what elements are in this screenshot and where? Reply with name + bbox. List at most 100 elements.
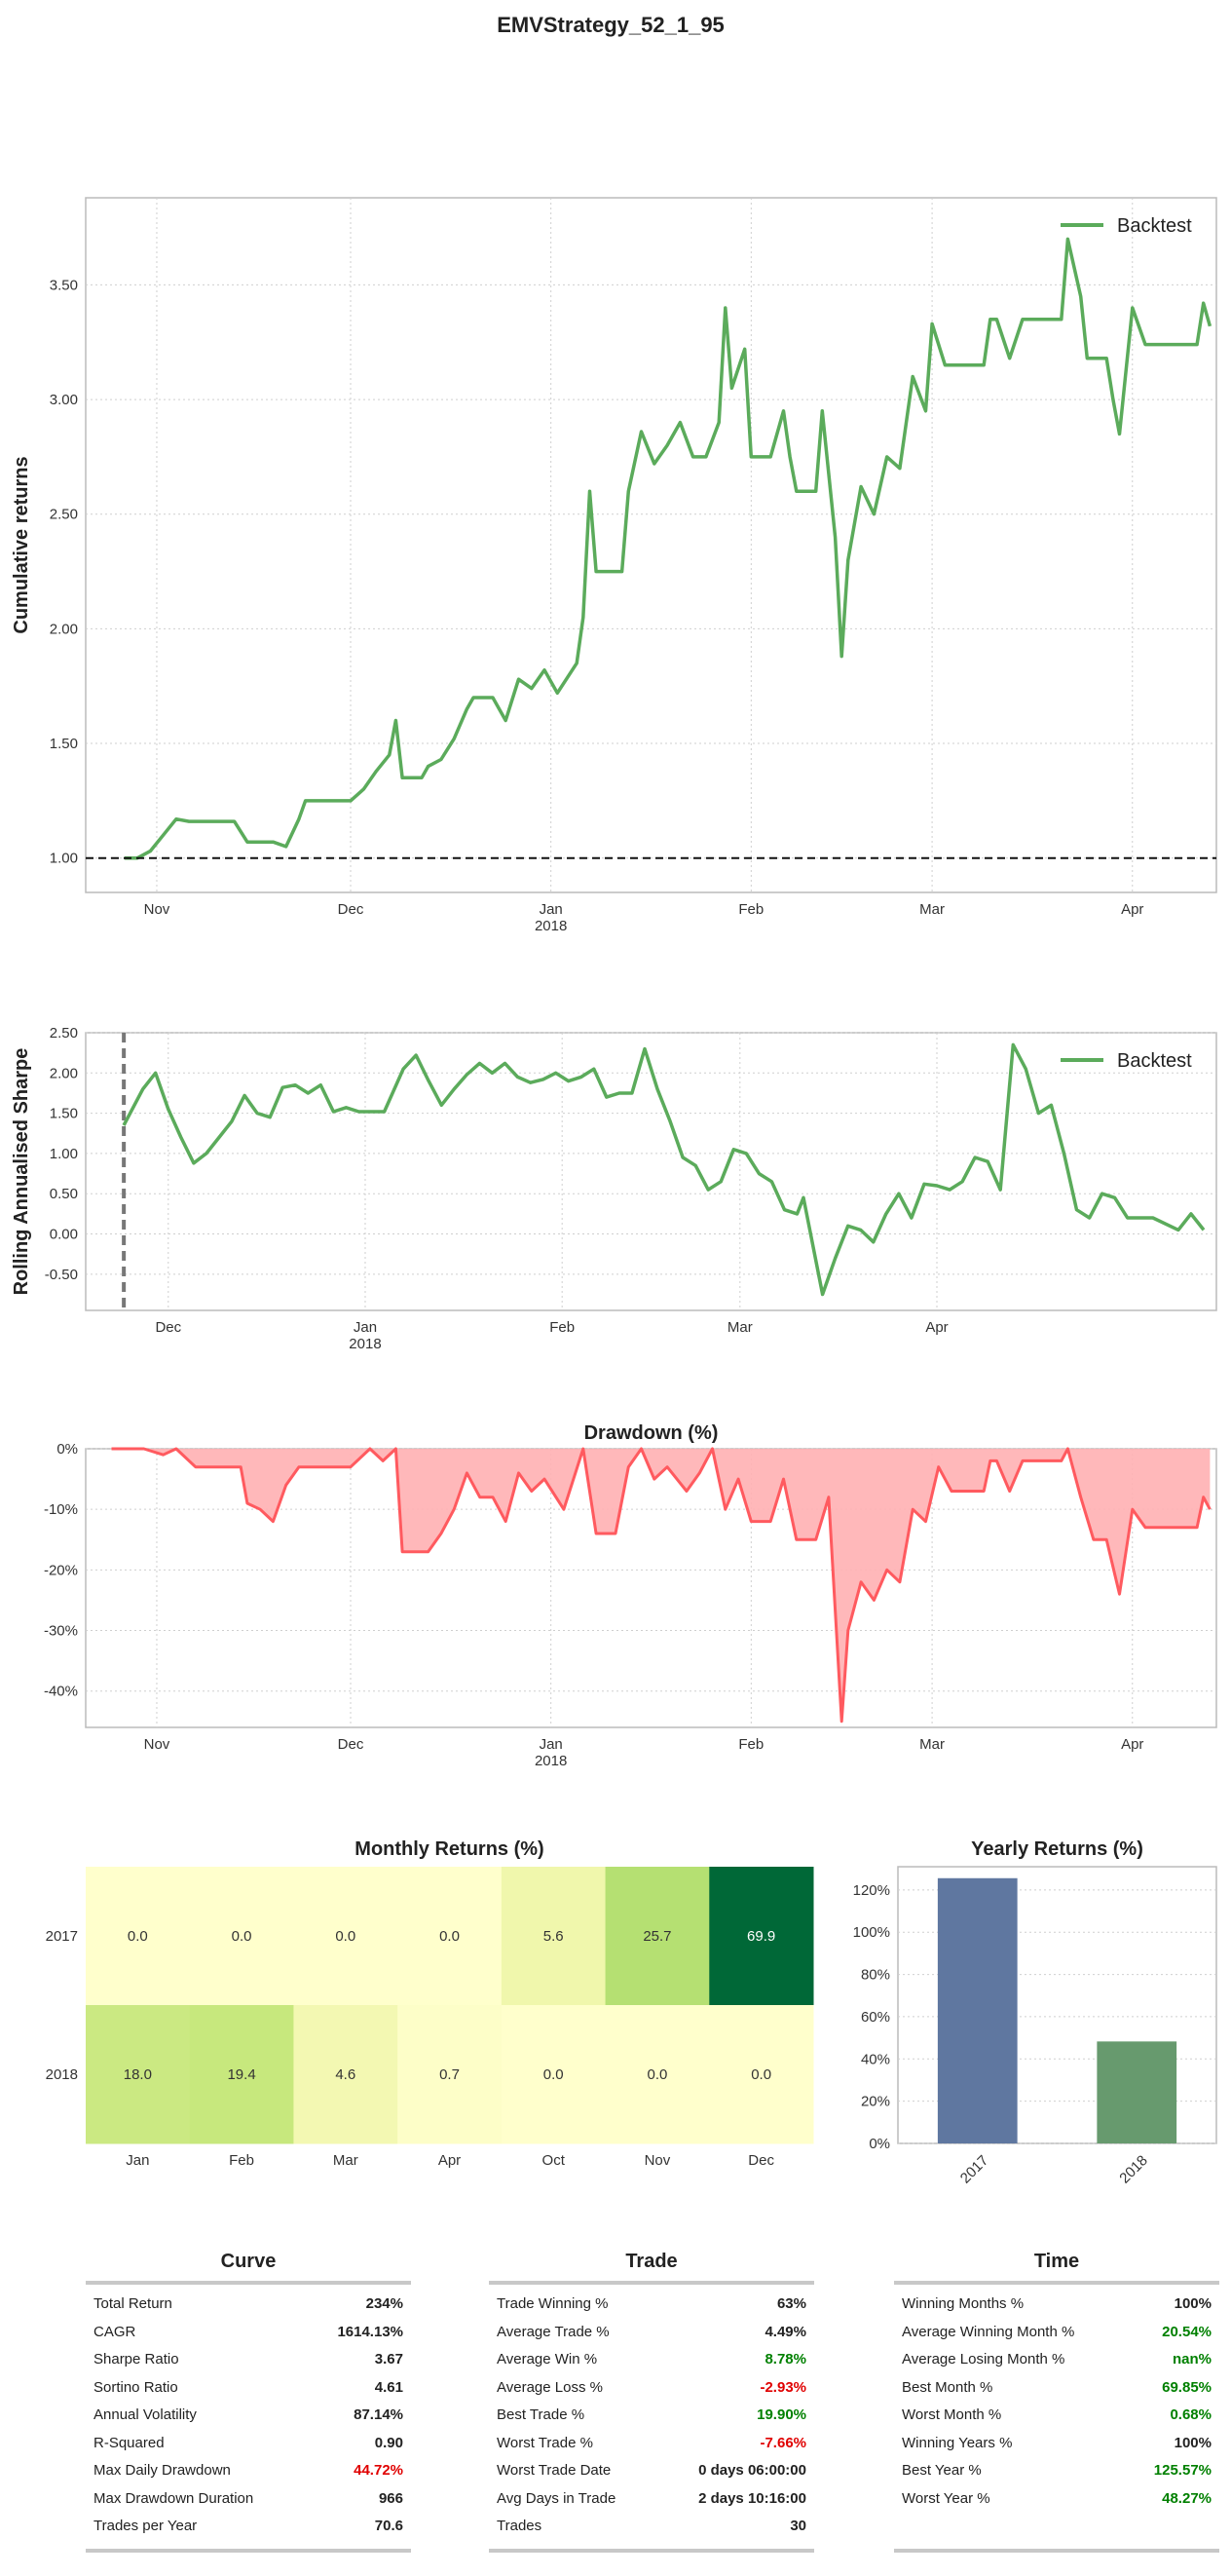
stats-row: Max Daily Drawdown 44.72% [86,2457,411,2485]
stats-label: Trades per Year [93,2518,198,2534]
rolling_sharpe-y-tick: 0.00 [50,1227,78,1243]
stats-trade-title: Trade [625,2251,678,2272]
stats-value: 69.85% [1162,2378,1212,2396]
stats-row: Worst Year % 48.27% [894,2485,1219,2514]
stats-row: Best Year % 125.57% [894,2457,1219,2485]
stats-curve-title: Curve [220,2251,277,2272]
yearly-y-tick: 0% [869,2136,890,2152]
stats-row: Trade Winning % 63% [489,2291,814,2319]
stats-row: Best Month % 69.85% [894,2374,1219,2403]
stats-row: Worst Trade Date 0 days 06:00:00 [489,2457,814,2485]
stats-value: 1614.13% [337,2323,403,2340]
monthly-cell-label: 0.0 [335,1928,355,1945]
cumulative-series-line [124,237,1212,860]
stats-curve-bottom-rule [86,2548,411,2553]
stats-row: Annual Volatility 87.14% [86,2402,411,2430]
cumulative-x-tick-year: 2018 [535,918,567,934]
yearly-bar-2018 [1097,2041,1177,2143]
stats-value: 2 days 10:16:00 [698,2489,806,2507]
stats-row: Winning Years % 100% [894,2430,1219,2458]
drawdown-y-tick: 0% [56,1441,78,1458]
stats-value: 87.14% [354,2406,403,2423]
stats-value: 19.90% [757,2406,806,2423]
rolling_sharpe-x-tick: Jan [354,1319,377,1336]
monthly-col-label: Dec [748,2152,774,2169]
report-title: EMVStrategy_52_1_95 [497,13,725,37]
stats-row: Sortino Ratio 4.61 [86,2374,411,2403]
stats-label: Average Loss % [497,2378,603,2396]
rolling_sharpe-y-tick: 1.50 [50,1106,78,1122]
sharpe-series-line [122,1042,1206,1297]
stats-row: Sharpe Ratio 3.67 [86,2346,411,2374]
stats-row: Trades per Year 70.6 [86,2513,411,2541]
drawdown-series-line [111,1447,1212,1724]
cumulative-panel [85,197,1217,893]
stats-value: 125.57% [1153,2462,1212,2479]
stats-trade-bottom-rule [489,2548,814,2553]
stats-value: -7.66% [760,2434,806,2451]
stats-value: 30 [790,2518,806,2534]
stats-trade: Trade Trade Winning % 63% Average Trade % 4.… [489,2251,814,2553]
monthly-col-label: Nov [645,2152,671,2169]
monthly-cell [501,1867,607,2006]
stats-label: Trade Winning % [497,2295,609,2312]
stats-row: Average Trade % 4.49% [489,2319,814,2347]
stats-row: CAGR 1614.13% [86,2319,411,2347]
drawdown-title: Drawdown (%) [584,1422,719,1444]
drawdown-y-tick: -40% [44,1684,78,1700]
rolling_sharpe-y-tick: 2.50 [50,1025,78,1042]
stats-label: R-Squared [93,2434,165,2451]
stats-value: 0.68% [1170,2406,1212,2423]
monthly-title: Monthly Returns (%) [354,1838,543,1860]
monthly-cell [397,1867,503,2006]
stats-label: Average Win % [497,2351,598,2368]
drawdown-x-tick: Dec [338,1736,364,1753]
monthly-cell-label: 69.9 [747,1928,775,1945]
monthly-cell-label: 0.0 [128,1928,148,1945]
stats-label: CAGR [93,2323,136,2340]
stats-value: 234% [365,2295,403,2312]
stats-row: Best Trade % 19.90% [489,2402,814,2430]
rolling_sharpe-y-tick: 0.50 [50,1186,78,1202]
stats-row: Worst Trade % -7.66% [489,2430,814,2458]
stats-label: Sharpe Ratio [93,2351,179,2368]
monthly-col-label: Oct [542,2152,566,2169]
monthly-cell-label: 0.0 [543,2066,564,2083]
stats-value: 100% [1174,2434,1212,2451]
drawdown-x-tick: Feb [738,1736,764,1753]
stats-row: Trades 30 [489,2513,814,2541]
cumulative-x-tick: Mar [919,901,945,918]
monthly-col-label: Feb [229,2152,254,2169]
rolling_sharpe-x-tick: Dec [155,1319,181,1336]
monthly-cell-label: 5.6 [543,1928,564,1945]
stats-row: Avg Days in Trade 2 days 10:16:00 [489,2485,814,2514]
yearly-y-tick: 100% [853,1924,890,1941]
monthly-cell [293,1867,398,2006]
yearly-x-tick: 2018 [1116,2152,1151,2187]
stats-value: 8.78% [765,2351,806,2368]
monthly-row-label: 2017 [46,1928,78,1945]
stats-time-top-rule [894,2281,1219,2285]
stats-label: Average Trade % [497,2323,610,2340]
sharpe-y-label: Rolling Annualised Sharpe [11,1048,32,1296]
monthly-cell-label: 0.0 [232,1928,252,1945]
cumulative-x-tick: Dec [338,901,364,918]
rolling_sharpe-x-tick: Mar [727,1319,753,1336]
stats-label: Best Trade % [497,2406,585,2423]
drawdown-x-tick-year: 2018 [535,1753,567,1769]
stats-label: Winning Years % [902,2434,1013,2451]
rolling_sharpe-y-tick: 1.00 [50,1146,78,1162]
cumulative-y-tick: 2.50 [50,507,78,523]
stats-value: 0 days 06:00:00 [698,2462,806,2479]
stats-row: Max Drawdown Duration 966 [86,2485,411,2514]
monthly-cell [709,2005,814,2144]
monthly-cell-label: 0.0 [751,2066,771,2083]
monthly-col-label: Mar [333,2152,358,2169]
cumulative-y-tick: 1.00 [50,851,78,867]
stats-label: Max Drawdown Duration [93,2489,254,2507]
stats-label: Best Month % [902,2378,993,2396]
monthly-cell-label: 19.4 [227,2066,255,2083]
monthly-cell-label: 25.7 [643,1928,671,1945]
stats-value: 4.61 [374,2378,403,2396]
